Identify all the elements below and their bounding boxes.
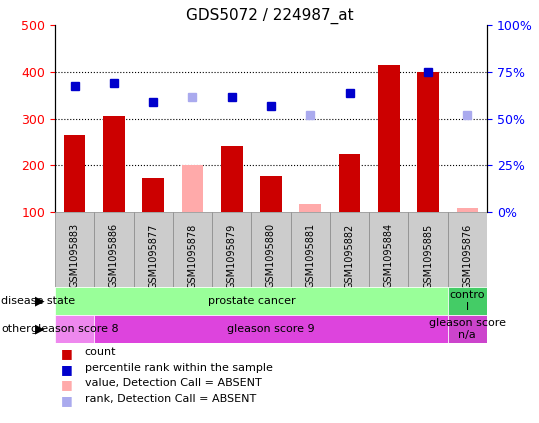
- FancyBboxPatch shape: [448, 315, 487, 343]
- FancyBboxPatch shape: [251, 212, 291, 287]
- Text: GSM1095877: GSM1095877: [148, 223, 158, 288]
- Text: GSM1095884: GSM1095884: [384, 223, 394, 288]
- Text: contro
l: contro l: [450, 290, 485, 312]
- Text: other: other: [1, 324, 31, 334]
- Bar: [457, 208, 478, 212]
- FancyBboxPatch shape: [94, 212, 134, 287]
- Text: GSM1095879: GSM1095879: [227, 223, 237, 288]
- Bar: [182, 165, 203, 212]
- FancyBboxPatch shape: [94, 315, 448, 343]
- Bar: [103, 116, 125, 212]
- Text: rank, Detection Call = ABSENT: rank, Detection Call = ABSENT: [85, 394, 256, 404]
- FancyBboxPatch shape: [212, 212, 251, 287]
- Text: ▶: ▶: [34, 322, 44, 335]
- Bar: [64, 135, 86, 212]
- Text: GSM1095885: GSM1095885: [423, 223, 433, 288]
- Bar: [300, 203, 321, 212]
- FancyBboxPatch shape: [369, 212, 409, 287]
- Text: GSM1095881: GSM1095881: [305, 223, 315, 288]
- Text: prostate cancer: prostate cancer: [208, 296, 295, 306]
- Text: gleason score
n/a: gleason score n/a: [429, 318, 506, 340]
- FancyBboxPatch shape: [134, 212, 173, 287]
- FancyBboxPatch shape: [448, 212, 487, 287]
- FancyBboxPatch shape: [55, 287, 448, 315]
- Bar: [260, 176, 282, 212]
- Text: GSM1095876: GSM1095876: [462, 223, 472, 288]
- Text: disease state: disease state: [1, 296, 75, 306]
- Text: ■: ■: [60, 378, 72, 391]
- Text: GSM1095880: GSM1095880: [266, 223, 276, 288]
- Text: percentile rank within the sample: percentile rank within the sample: [85, 363, 273, 373]
- Bar: [378, 65, 399, 212]
- FancyBboxPatch shape: [409, 212, 448, 287]
- Bar: [417, 72, 439, 212]
- Text: GSM1095878: GSM1095878: [188, 223, 197, 288]
- Bar: [221, 146, 243, 212]
- FancyBboxPatch shape: [291, 212, 330, 287]
- Text: count: count: [85, 347, 116, 357]
- FancyBboxPatch shape: [173, 212, 212, 287]
- Text: ■: ■: [60, 347, 72, 360]
- Text: value, Detection Call = ABSENT: value, Detection Call = ABSENT: [85, 378, 261, 388]
- Text: ▶: ▶: [34, 294, 44, 308]
- Text: GSM1095883: GSM1095883: [70, 223, 80, 288]
- Text: ■: ■: [60, 394, 72, 407]
- Text: ■: ■: [60, 363, 72, 376]
- FancyBboxPatch shape: [55, 212, 94, 287]
- FancyBboxPatch shape: [330, 212, 369, 287]
- Text: GDS5072 / 224987_at: GDS5072 / 224987_at: [186, 8, 353, 24]
- Text: GSM1095886: GSM1095886: [109, 223, 119, 288]
- Text: GSM1095882: GSM1095882: [344, 223, 355, 288]
- Text: gleason score 9: gleason score 9: [227, 324, 315, 334]
- FancyBboxPatch shape: [448, 287, 487, 315]
- Bar: [338, 154, 361, 212]
- Text: gleason score 8: gleason score 8: [31, 324, 119, 334]
- Bar: [142, 179, 164, 212]
- FancyBboxPatch shape: [55, 315, 94, 343]
